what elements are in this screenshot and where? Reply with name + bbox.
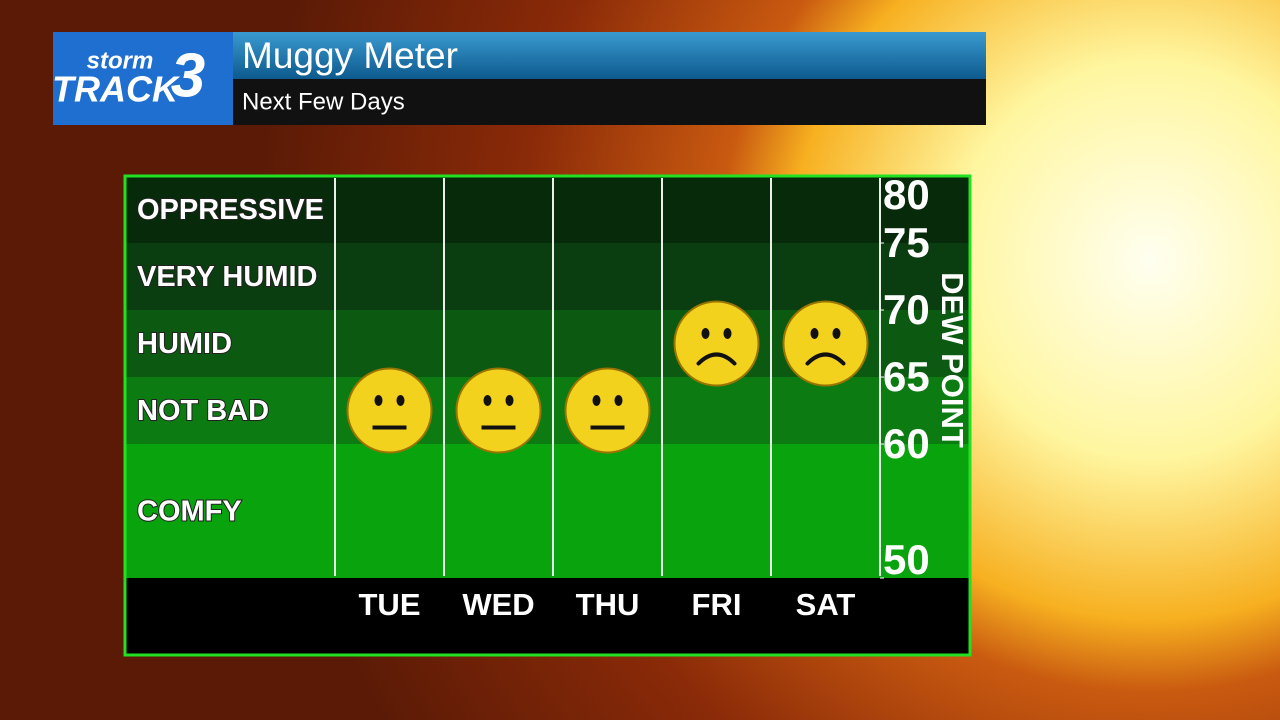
face-eye [483, 395, 492, 406]
face-circle [673, 300, 760, 387]
frame [123, 174, 972, 657]
level-band [125, 377, 970, 444]
title: Muggy Meter [242, 35, 458, 76]
face [673, 300, 760, 387]
x-tick-label: TUE [359, 587, 421, 622]
face-eye [723, 328, 732, 339]
face [455, 367, 542, 454]
x-tick-label: WED [462, 587, 534, 622]
face [564, 367, 651, 454]
footer [125, 578, 970, 655]
face-eye [614, 395, 623, 406]
x-tick-label: FRI [692, 587, 742, 622]
level-band [125, 444, 970, 578]
title-bar [233, 32, 986, 79]
logo-top: storm [87, 47, 154, 74]
face-eye [810, 328, 819, 339]
subtitle-bar [233, 79, 986, 125]
y-tick-label: 80 [883, 171, 930, 218]
face-circle [782, 300, 869, 387]
y-tick-label: 70 [883, 286, 930, 333]
y-tick-label: 60 [883, 420, 930, 467]
level-label: NOT BAD [137, 395, 269, 427]
logo-box [53, 32, 233, 125]
logo-main: TRACK [52, 69, 181, 110]
y-tick-label: 65 [883, 353, 930, 400]
level-band [125, 176, 970, 243]
x-tick-label: THU [576, 587, 640, 622]
face-eye [396, 395, 405, 406]
face-eye [701, 328, 710, 339]
face-circle [346, 367, 433, 454]
logo-number: 3 [171, 41, 205, 110]
face-eye [592, 395, 601, 406]
y-axis-label: DEW POINT [935, 272, 970, 448]
x-tick-label: SAT [796, 587, 856, 622]
face-eye [505, 395, 514, 406]
level-band [125, 243, 970, 310]
level-label: HUMID [137, 328, 232, 360]
level-label: COMFY [137, 496, 242, 528]
face-mouth [696, 352, 737, 366]
plot: OPPRESSIVE VERY HUMID HUMID NOT BAD COMFY 50 6… [125, 171, 970, 622]
header: storm TRACK 3 Muggy Meter Next Few Days [52, 32, 986, 125]
face-circle [564, 367, 651, 454]
face [782, 300, 869, 387]
face-eye [832, 328, 841, 339]
face-eye [374, 395, 383, 406]
face-mouth [805, 352, 846, 366]
face-circle [455, 367, 542, 454]
face [346, 367, 433, 454]
y-tick-label: 75 [883, 219, 930, 266]
subtitle: Next Few Days [242, 88, 405, 115]
level-label: OPPRESSIVE [137, 194, 324, 226]
level-label: VERY HUMID [137, 261, 317, 293]
y-tick-label: 50 [883, 536, 930, 583]
